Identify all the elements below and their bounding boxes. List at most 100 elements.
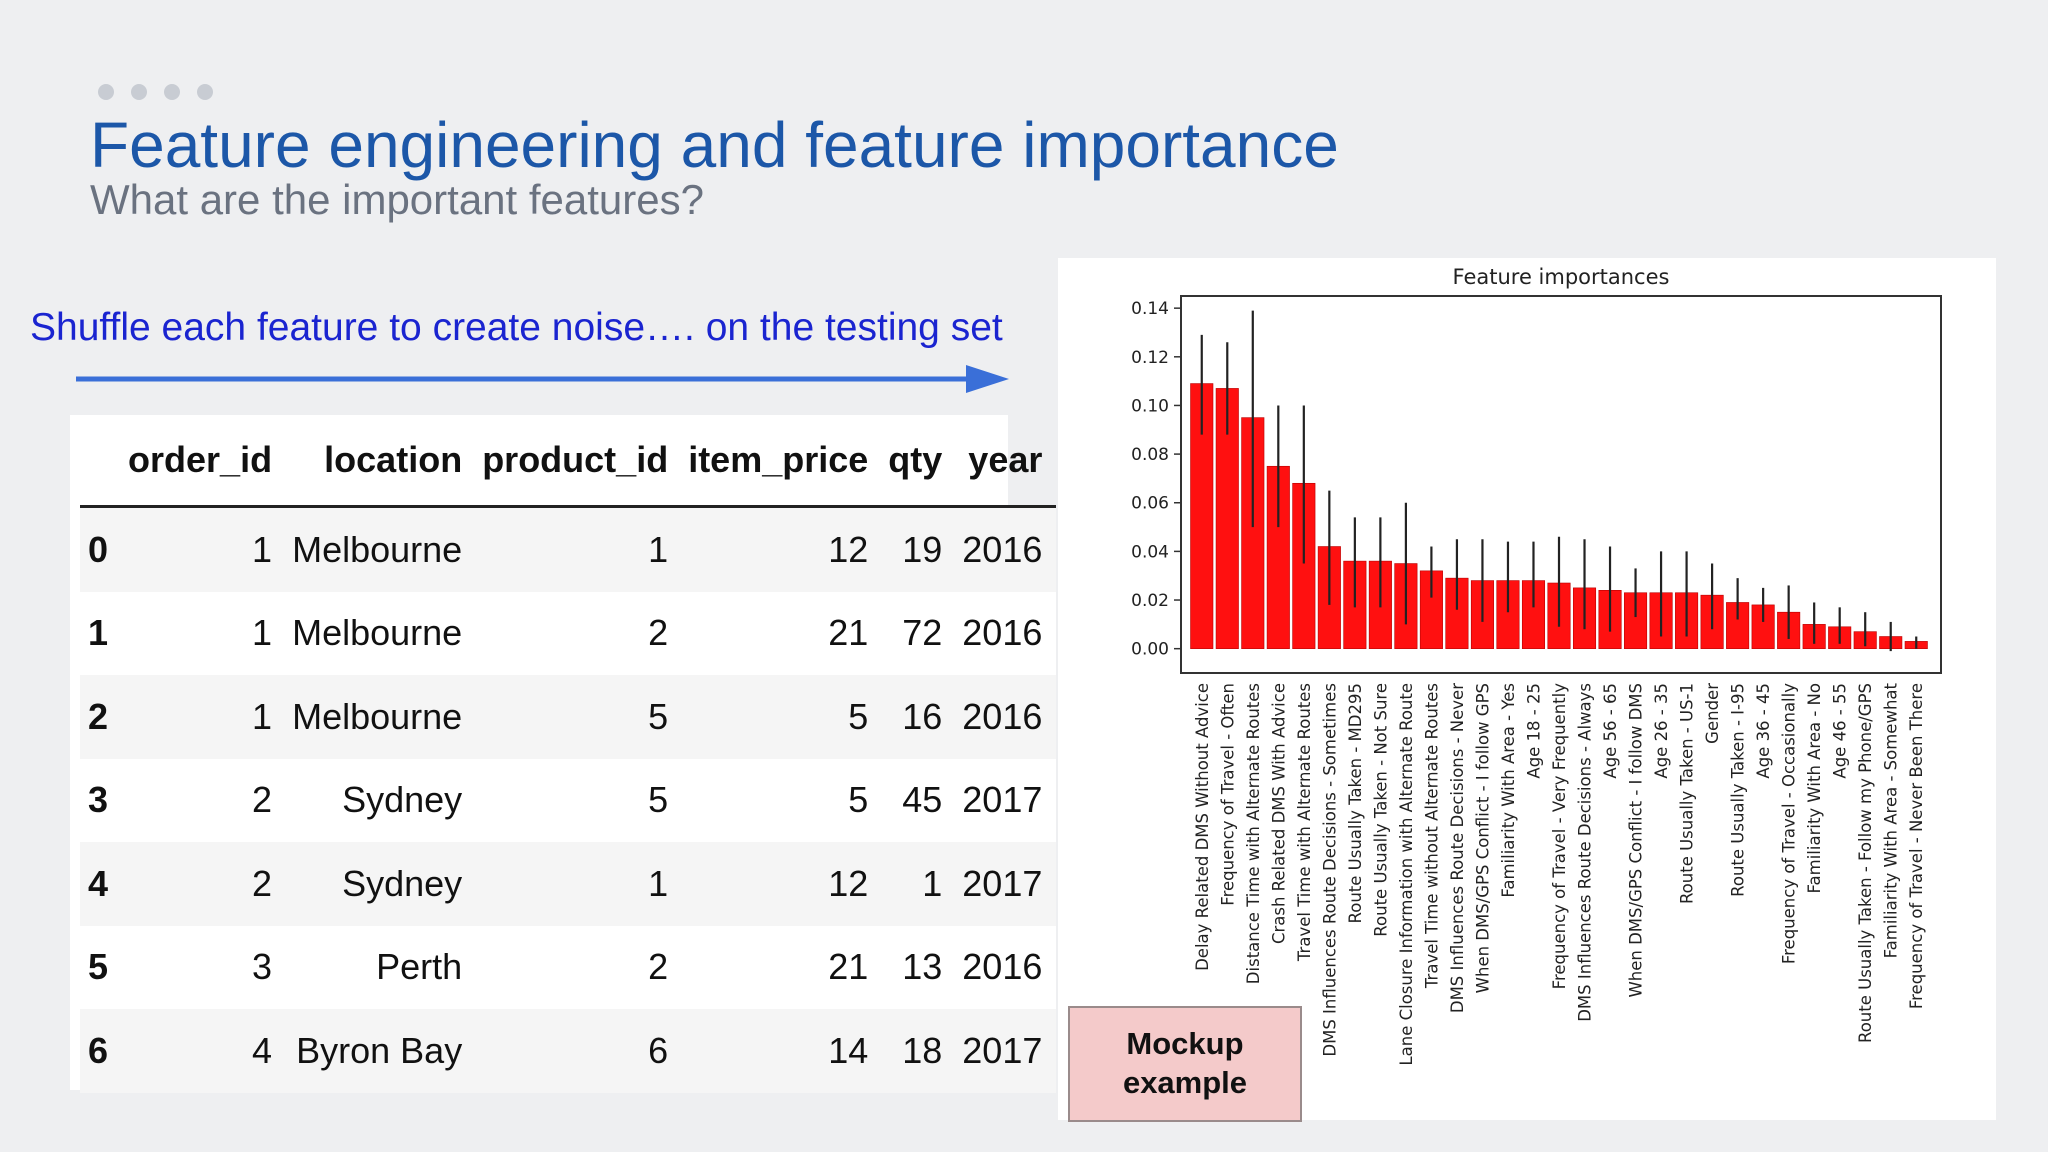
row-index: 3 <box>88 779 109 821</box>
table-cell: 1 <box>648 862 669 904</box>
x-tick-label: Distance Time with Alternate Routes <box>1244 683 1263 984</box>
y-tick-label: 0.12 <box>1131 348 1169 368</box>
table-cell: 6 <box>648 1029 669 1071</box>
column-header-index <box>80 415 122 507</box>
table-cell: 4 <box>252 1029 273 1071</box>
x-tick-label: DMS Influences Route Decisions - Never <box>1448 683 1467 1013</box>
table-cell: 19 <box>902 528 943 570</box>
table-cell: 2 <box>648 612 669 654</box>
table-cell: 18 <box>902 1029 943 1071</box>
table-cell: 5 <box>848 695 869 737</box>
row-index: 0 <box>88 528 109 570</box>
progress-dot <box>98 84 114 100</box>
x-tick-label: Frequency of Travel - Occasionally <box>1780 683 1799 964</box>
table-cell: Melbourne <box>292 695 463 737</box>
column-header: year <box>968 439 1043 480</box>
column-header: qty <box>888 439 943 480</box>
x-tick-label: Route Usually Taken - Follow my Phone/GP… <box>1856 683 1875 1043</box>
table-cell: 2017 <box>962 862 1043 904</box>
table-cell: Byron Bay <box>296 1029 463 1071</box>
table-row: 3 2 Sydney 5 5 45 2017 <box>80 758 1057 842</box>
table-cell: 1 <box>252 528 273 570</box>
y-tick-label: 0.08 <box>1131 445 1169 465</box>
progress-dot <box>164 84 180 100</box>
x-tick-label: Age 18 - 25 <box>1524 683 1543 779</box>
table-cell: 2016 <box>962 946 1043 988</box>
x-tick-label: When DMS/GPS Conflict - I follow DMS <box>1627 683 1646 998</box>
chart-title: Feature importances <box>1453 265 1670 289</box>
table-cell: 5 <box>648 695 669 737</box>
x-tick-label: DMS Influences Route Decisions - Sometim… <box>1320 683 1339 1057</box>
x-tick-label: Gender <box>1703 683 1722 744</box>
table-cell: 2 <box>252 779 273 821</box>
x-tick-label: Route Usually Taken - US-1 <box>1678 683 1697 904</box>
x-tick-label: DMS Influences Route Decisions - Always <box>1576 683 1595 1022</box>
y-tick-label: 0.00 <box>1131 640 1169 660</box>
table-cell: 12 <box>828 862 869 904</box>
shuffle-caption: Shuffle each feature to create noise…. o… <box>30 306 1003 349</box>
table-row: 2 1 Melbourne 5 5 16 2016 <box>80 675 1057 759</box>
table-cell: 1 <box>648 528 669 570</box>
table-cell: Sydney <box>342 779 463 821</box>
x-tick-label: Route Usually Taken - Not Sure <box>1371 683 1390 937</box>
y-tick-label: 0.10 <box>1131 396 1169 416</box>
x-tick-label: Route Usually Taken - MD295 <box>1346 683 1365 923</box>
x-tick-label: When DMS/GPS Conflict - I follow GPS <box>1473 683 1492 993</box>
table-cell: 2 <box>648 946 669 988</box>
row-index: 2 <box>88 695 109 737</box>
slide-title: Feature engineering and feature importan… <box>90 109 1339 181</box>
slide-progress-dots <box>98 84 213 100</box>
y-tick-label: 0.04 <box>1131 542 1169 562</box>
feature-importance-chart: Feature importances 0.00 0.02 0.04 0.06 0.08 0… <box>1131 265 1942 1066</box>
table-cell: 2017 <box>962 1029 1043 1071</box>
table-header-row: order_id location product_id item_price … <box>80 415 1057 507</box>
table-cell: 21 <box>828 612 869 654</box>
table-cell: 13 <box>902 946 943 988</box>
sales-table: order_id location product_id item_price … <box>80 415 1057 1093</box>
right-arrow-icon <box>76 365 1009 393</box>
row-index: 1 <box>88 612 109 654</box>
row-index: 6 <box>88 1029 109 1071</box>
table-row: 5 3 Perth 2 21 13 2016 <box>80 925 1057 1009</box>
table-cell: Melbourne <box>292 612 463 654</box>
table-cell: 45 <box>902 779 943 821</box>
feature-importance-chart-panel: Feature importances 0.00 0.02 0.04 0.06 0.08 0… <box>1058 258 1996 1120</box>
data-table-panel: order_id location product_id item_price … <box>70 415 1057 1093</box>
x-tick-label: Familiarity With Area - No <box>1805 683 1824 893</box>
table-cell: 2017 <box>962 779 1043 821</box>
x-tick-label: Familiarity With Area - Somewhat <box>1882 682 1901 958</box>
x-tick-label: Travel Time with Alternate Routes <box>1295 683 1314 962</box>
table-cell: 21 <box>828 946 869 988</box>
table-cell: Melbourne <box>292 528 463 570</box>
table-row: 1 1 Melbourne 2 21 72 2016 <box>80 591 1057 675</box>
column-header: order_id <box>128 439 273 480</box>
mockup-label-line: Mockup <box>1126 1026 1244 1062</box>
table-cell: 12 <box>828 528 869 570</box>
x-tick-label: Frequency of Travel - Very Frequently <box>1550 683 1569 990</box>
table-cell: 3 <box>252 946 273 988</box>
x-tick-label: Lane Closure Information with Alternate … <box>1397 683 1416 1066</box>
table-cell: 16 <box>902 695 943 737</box>
table-cell: 14 <box>828 1029 869 1071</box>
table-row: 6 4 Byron Bay 6 14 18 2017 <box>80 1009 1057 1093</box>
column-header: location <box>324 439 463 480</box>
x-tick-label: Frequency of Travel - Never Been There <box>1907 683 1926 1009</box>
mockup-label: Mockup example <box>1068 1006 1302 1122</box>
x-tick-label: Delay Related DMS Without Advice <box>1193 683 1212 971</box>
progress-dot <box>197 84 213 100</box>
table-cell: 2016 <box>962 695 1043 737</box>
table-cell: Perth <box>376 946 463 988</box>
table-cell: 2016 <box>962 612 1043 654</box>
x-tick-label: Age 26 - 35 <box>1652 683 1671 779</box>
progress-dot <box>131 84 147 100</box>
table-row: 4 2 Sydney 1 12 1 2017 <box>80 842 1057 926</box>
table-row: 0 1 Melbourne 1 12 19 2016 <box>80 506 1057 592</box>
table-cell: 1 <box>252 695 273 737</box>
x-tick-label: Familiarity With Area - Yes <box>1499 683 1518 898</box>
plot-frame <box>1180 295 1942 674</box>
x-tick-label: Crash Related DMS With Advice <box>1269 683 1288 944</box>
y-tick-label: 0.14 <box>1131 299 1169 319</box>
y-tick-label: 0.06 <box>1131 494 1169 514</box>
table-cell: 1 <box>252 612 273 654</box>
table-cell: Sydney <box>342 862 463 904</box>
